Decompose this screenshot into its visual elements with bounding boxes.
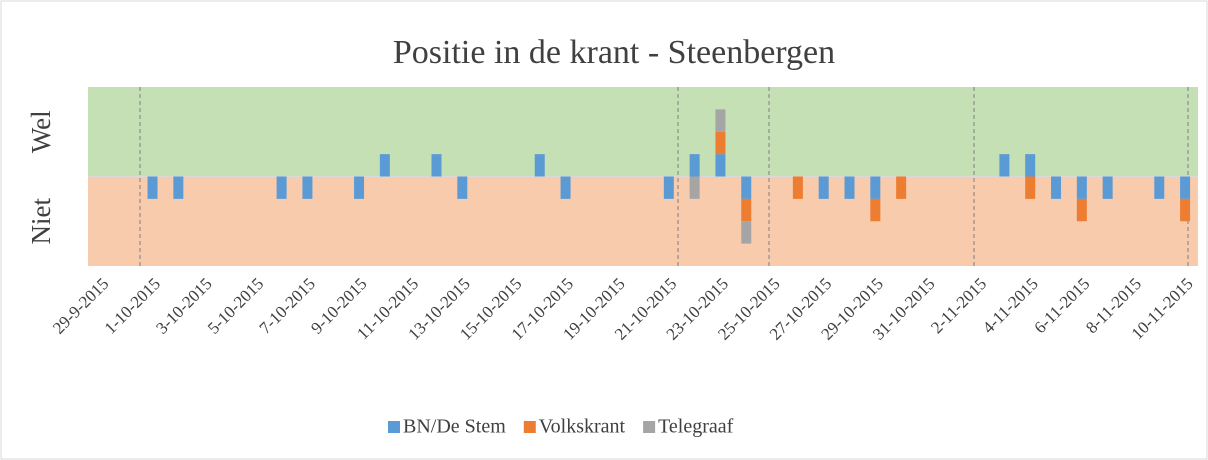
y-tick-label: Niet [26, 198, 56, 245]
bar-segment [715, 131, 726, 155]
bar-segment [741, 176, 752, 199]
bar-segment [1025, 176, 1036, 199]
bar-segment [844, 176, 855, 199]
bar-segment [999, 154, 1010, 177]
bar-segment [173, 176, 184, 199]
bands [88, 87, 1198, 266]
legend-swatch [523, 421, 536, 433]
separators [139, 87, 1189, 266]
background-band [88, 176, 1198, 266]
bar-segment [715, 154, 726, 177]
background-band [88, 87, 1198, 177]
bar-segment [1102, 176, 1113, 199]
bar-segment [560, 176, 571, 199]
bar-segment [1076, 176, 1087, 199]
bar-segment [302, 176, 313, 199]
bar-segment [379, 154, 390, 177]
bar-segment [1180, 198, 1191, 222]
bar-segment [870, 198, 881, 222]
bar-segment [663, 176, 674, 199]
legend-label: Telegraaf [658, 416, 734, 438]
bar-segment [1051, 176, 1062, 199]
bar-segment [1076, 198, 1087, 222]
bar-segment [896, 176, 907, 199]
bar-segment [1025, 154, 1036, 177]
bar-segment [457, 176, 468, 199]
legend-swatch [388, 421, 400, 433]
bar-segment [354, 176, 365, 199]
bar-segment [870, 176, 881, 199]
bar-segment [431, 154, 442, 177]
bar-segment [689, 176, 700, 199]
bar-segment [534, 154, 545, 177]
bar-segment [818, 176, 829, 199]
y-tick-label: Wel [26, 110, 56, 153]
legend-label: BN/De Stem [403, 416, 506, 438]
bar-segment [147, 176, 158, 199]
bar-segment [741, 198, 752, 222]
bar-segment [689, 154, 700, 177]
chart-title: Positie in de krant - Steenbergen [393, 34, 835, 71]
bar-segment [276, 176, 287, 199]
bar-segment [741, 221, 752, 244]
bar-segment [715, 109, 726, 132]
bar-segment [1154, 176, 1165, 199]
legend-label: Volkskrant [539, 416, 626, 438]
bar-segment [1180, 176, 1191, 199]
bar-segment [792, 176, 803, 199]
legend-swatch [643, 421, 656, 433]
